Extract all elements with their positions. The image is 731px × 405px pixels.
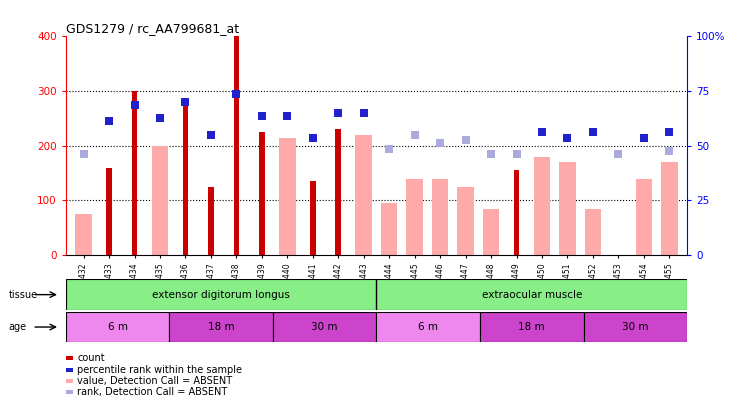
- Bar: [376, 312, 480, 342]
- Text: 30 m: 30 m: [622, 322, 648, 332]
- Text: 18 m: 18 m: [208, 322, 235, 332]
- Bar: [432, 179, 448, 255]
- Bar: [583, 312, 687, 342]
- Bar: [132, 91, 137, 255]
- Bar: [661, 162, 678, 255]
- Bar: [514, 171, 519, 255]
- Bar: [534, 157, 550, 255]
- Text: value, Detection Call = ABSENT: value, Detection Call = ABSENT: [77, 376, 232, 386]
- Bar: [208, 187, 213, 255]
- Bar: [381, 203, 398, 255]
- Text: age: age: [9, 322, 27, 332]
- Bar: [259, 132, 265, 255]
- Text: extensor digitorum longus: extensor digitorum longus: [152, 290, 290, 300]
- Bar: [336, 130, 341, 255]
- Text: count: count: [77, 354, 105, 363]
- Bar: [480, 312, 583, 342]
- Bar: [152, 146, 168, 255]
- Bar: [635, 179, 652, 255]
- Text: extraocular muscle: extraocular muscle: [482, 290, 582, 300]
- Bar: [106, 168, 112, 255]
- Bar: [310, 181, 316, 255]
- Text: percentile rank within the sample: percentile rank within the sample: [77, 365, 243, 375]
- Text: tissue: tissue: [9, 290, 38, 300]
- Bar: [279, 138, 295, 255]
- Text: 6 m: 6 m: [418, 322, 439, 332]
- Bar: [458, 187, 474, 255]
- Bar: [482, 209, 499, 255]
- Bar: [355, 135, 372, 255]
- Text: GDS1279 / rc_AA799681_at: GDS1279 / rc_AA799681_at: [66, 22, 239, 35]
- Text: rank, Detection Call = ABSENT: rank, Detection Call = ABSENT: [77, 388, 228, 397]
- Text: 6 m: 6 m: [107, 322, 128, 332]
- Bar: [183, 102, 189, 255]
- Text: 30 m: 30 m: [311, 322, 338, 332]
- Bar: [170, 312, 273, 342]
- Bar: [234, 36, 239, 255]
- Text: 18 m: 18 m: [518, 322, 545, 332]
- Bar: [75, 214, 92, 255]
- Bar: [273, 312, 376, 342]
- Bar: [559, 162, 576, 255]
- Bar: [406, 179, 423, 255]
- Bar: [66, 312, 170, 342]
- Bar: [585, 209, 601, 255]
